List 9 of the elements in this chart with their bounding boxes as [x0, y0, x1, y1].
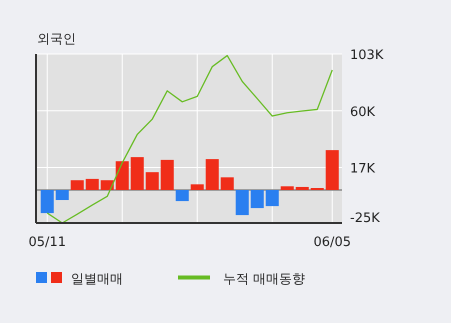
x-tick-label: 05/11 — [28, 235, 66, 250]
legend-label: 누적 매매동향 — [223, 272, 306, 287]
y-tick-label: -25K — [350, 211, 380, 226]
y-tick-label: 103K — [350, 48, 384, 63]
x-tick-label: 06/05 — [314, 235, 351, 250]
legend-label: 일별매매 — [71, 272, 123, 287]
y-tick-label: 17K — [350, 162, 376, 177]
chart-title: 외국인 — [37, 32, 76, 47]
y-tick-label: 60K — [350, 104, 376, 120]
